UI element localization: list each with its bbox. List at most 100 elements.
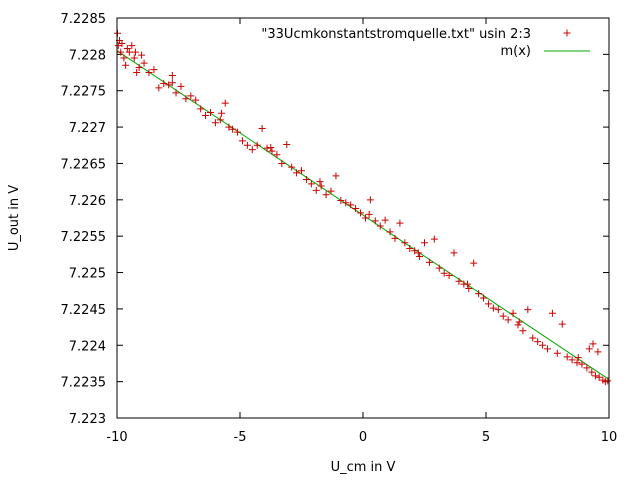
data-point [283,141,291,149]
data-point [591,372,599,380]
data-point [489,304,497,312]
data-point [155,84,163,92]
data-point [130,54,138,62]
data-point [268,147,276,155]
data-point [544,345,551,353]
data-point [583,364,591,372]
y-tick-label: 7.225 [69,267,106,282]
data-point [202,111,210,119]
data-point [293,169,301,177]
data-point [357,209,365,217]
data-point [125,48,133,56]
data-point [298,167,305,175]
data-point [445,271,453,279]
data-point [589,340,597,348]
y-tick-label: 7.223 [69,412,106,427]
legend-label-fit: m(x) [500,44,531,59]
data-point [131,48,139,56]
data-point [504,316,512,324]
data-point [211,119,219,127]
x-tick-label: 10 [601,430,618,445]
data-point [327,187,335,195]
data-point [594,348,602,356]
data-point [604,377,612,385]
data-point [182,95,190,103]
data-point [267,143,275,151]
fit-line [116,50,610,380]
data-point [145,69,153,77]
data-point [187,92,195,100]
data-point [114,42,122,50]
data-point [421,239,428,247]
data-point [381,216,389,224]
legend-sample-data-marker [563,29,571,37]
data-point [288,163,296,171]
data-point [302,175,310,183]
data-point [386,228,394,236]
data-point [218,109,226,117]
data-point [574,354,582,362]
data-point [519,327,527,335]
data-point [312,186,320,194]
data-point [168,79,176,87]
data-point [414,249,422,257]
data-point [484,300,492,308]
data-point [278,159,286,167]
y-tick-label: 7.226 [69,194,106,209]
data-point [573,359,581,367]
data-point [548,309,556,317]
data-point [216,116,224,124]
data-point [568,356,576,364]
data-point [366,196,374,204]
data-point [450,249,458,257]
data-point [177,82,185,90]
data-point [316,178,324,186]
data-point [470,259,478,267]
data-point [117,48,125,56]
data-point [588,368,596,376]
data-point [376,222,384,230]
data-point [440,269,448,277]
data-point [391,234,399,242]
data-point [558,320,566,328]
data-point [122,61,130,69]
data-point [342,199,350,207]
x-tick-label: -5 [234,430,247,445]
data-point [133,69,141,77]
data-point [578,360,586,368]
y-tick-label: 7.2285 [61,12,107,27]
data-point [515,318,523,326]
data-point [332,172,340,180]
data-point [221,99,229,107]
data-point [529,334,537,342]
data-point [165,81,173,89]
y-tick-label: 7.2235 [61,376,107,391]
y-tick-label: 7.227 [69,121,106,136]
x-axis-label: U_cm in V [331,460,396,475]
data-points-series [113,29,612,386]
data-point [172,89,180,97]
data-point [258,125,266,133]
data-point [263,144,271,152]
data-point [128,42,136,50]
x-tick-label: -10 [106,430,127,445]
y-tick-label: 7.224 [69,339,106,354]
data-point [464,280,472,288]
data-point [123,45,131,53]
data-point [347,201,355,209]
data-point [238,137,246,145]
data-point [465,285,473,293]
data-point [514,321,522,329]
data-point [150,66,158,74]
data-point [229,125,237,133]
data-point [416,253,424,261]
data-point [248,146,256,154]
legend-marker [563,29,571,37]
x-tick-label: 5 [482,430,490,445]
legend-label-data: "33Ucmkonstantstromquelle.txt" usin 2:3 [261,27,531,42]
data-point [480,294,488,302]
data-point [430,235,438,243]
data-point [534,338,542,346]
data-point [425,258,433,266]
